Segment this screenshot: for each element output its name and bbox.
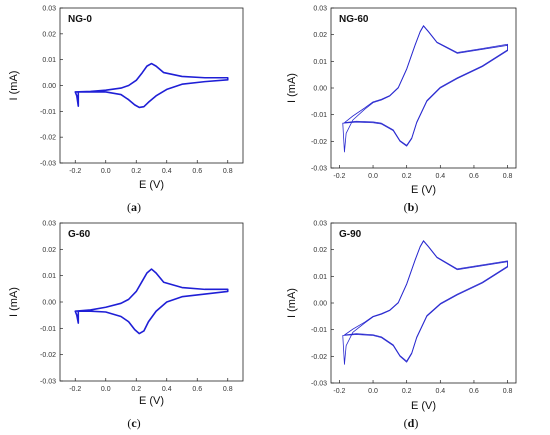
y-tick-label: 0.02 <box>42 247 56 254</box>
y-tick-label: -0.01 <box>311 327 327 334</box>
cv-curve <box>342 25 508 153</box>
y-tick-label: 0.00 <box>42 83 56 90</box>
x-tick-label: 0.2 <box>131 168 141 175</box>
y-tick-label: 0.02 <box>313 32 327 39</box>
y-tick-label: 0.01 <box>313 274 327 281</box>
x-tick-label: -0.2 <box>69 386 81 393</box>
y-tick-label: -0.02 <box>40 352 56 359</box>
y-tick-label: 0.02 <box>42 31 56 38</box>
y-tick-label: -0.02 <box>40 135 56 142</box>
x-tick-label: 0.2 <box>402 173 412 180</box>
y-tick-label: -0.03 <box>311 166 327 173</box>
panel-a: -0.03 -0.02 -0.01 0.00 0.01 0.02 0.03 -0.2 0.0 0.… <box>8 6 244 214</box>
plot-frame <box>330 222 517 384</box>
x-tick-label: 0.0 <box>101 386 111 393</box>
x-tick-label: 0.2 <box>402 388 412 395</box>
x-tick-label: 0.8 <box>223 168 233 175</box>
y-tick-label: -0.03 <box>311 381 327 388</box>
panel-caption: (c) <box>127 416 140 430</box>
plot-frame <box>59 7 244 164</box>
y-tick-label: -0.02 <box>311 139 327 146</box>
y-tick-label: 0.01 <box>313 59 327 66</box>
x-tick-label: 0.0 <box>368 173 378 180</box>
x-tick-label: -0.2 <box>69 168 81 175</box>
x-tick-label: 0.2 <box>131 386 141 393</box>
y-axis-label: I (mA) <box>286 288 298 318</box>
x-axis-label: E (V) <box>411 400 436 412</box>
y-tick-label: 0.00 <box>313 301 327 308</box>
y-tick-label: 0.02 <box>313 247 327 254</box>
y-tick-label: 0.01 <box>42 57 56 64</box>
y-tick-label: 0.03 <box>42 6 56 13</box>
y-tick-label: -0.03 <box>40 161 56 168</box>
panel-b: -0.03 -0.02 -0.01 0.00 0.01 0.02 0.03 -0.2 0.0 0.… <box>286 6 517 214</box>
x-tick-label: -0.2 <box>333 173 345 180</box>
x-tick-label: 0.6 <box>469 388 479 395</box>
x-tick-label: 0.4 <box>435 173 445 180</box>
x-tick-label: 0.8 <box>503 388 513 395</box>
x-tick-label: 0.6 <box>192 168 202 175</box>
panel-caption: (b) <box>404 200 419 214</box>
x-tick-label: 0.6 <box>469 173 479 180</box>
panel-c: -0.03 -0.02 -0.01 0.00 0.01 0.02 0.03 -0.2 0.0 0.… <box>8 221 244 430</box>
panel-title: G-90 <box>339 229 362 240</box>
y-tick-label: 0.00 <box>313 86 327 93</box>
y-tick-label: -0.02 <box>311 354 327 361</box>
panel-caption: (a) <box>127 200 141 214</box>
y-axis-label: I (mA) <box>8 287 20 317</box>
plot-frame <box>59 222 244 382</box>
x-tick-label: 0.4 <box>435 388 445 395</box>
x-tick-label: 0.4 <box>162 168 172 175</box>
y-tick-label: 0.03 <box>313 221 327 228</box>
y-tick-label: 0.03 <box>313 6 327 13</box>
cv-curve <box>74 62 229 109</box>
x-axis-label: E (V) <box>139 179 164 191</box>
panel-title: NG-60 <box>339 14 369 25</box>
plot-frame <box>330 7 517 169</box>
y-tick-label: -0.01 <box>40 109 56 116</box>
x-tick-label: -0.2 <box>333 388 345 395</box>
x-tick-label: 0.6 <box>192 386 202 393</box>
x-tick-label: 0.0 <box>368 388 378 395</box>
y-tick-label: 0.03 <box>42 221 56 228</box>
panel-title: G-60 <box>68 229 91 240</box>
cv-curve <box>342 240 508 365</box>
panel-caption: (d) <box>404 416 419 430</box>
y-tick-label: -0.01 <box>311 112 327 119</box>
cv-curve <box>344 25 508 146</box>
y-tick-label: -0.01 <box>40 326 56 333</box>
y-tick-label: 0.00 <box>42 300 56 307</box>
x-tick-label: 0.8 <box>503 173 513 180</box>
cv-curve <box>344 240 508 362</box>
y-tick-label: 0.01 <box>42 273 56 280</box>
x-tick-label: 0.0 <box>101 168 111 175</box>
cv-curve <box>74 268 229 335</box>
y-axis-label: I (mA) <box>8 71 20 101</box>
y-axis-label: I (mA) <box>286 73 298 103</box>
x-tick-label: 0.4 <box>162 386 172 393</box>
x-axis-label: E (V) <box>139 395 164 407</box>
x-tick-label: 0.8 <box>223 386 233 393</box>
y-tick-label: -0.03 <box>40 379 56 386</box>
x-axis-label: E (V) <box>411 184 436 196</box>
panel-d: -0.03 -0.02 -0.01 0.00 0.01 0.02 0.03 -0.2 0.0 0.… <box>286 221 517 430</box>
panel-title: NG-0 <box>68 14 92 25</box>
